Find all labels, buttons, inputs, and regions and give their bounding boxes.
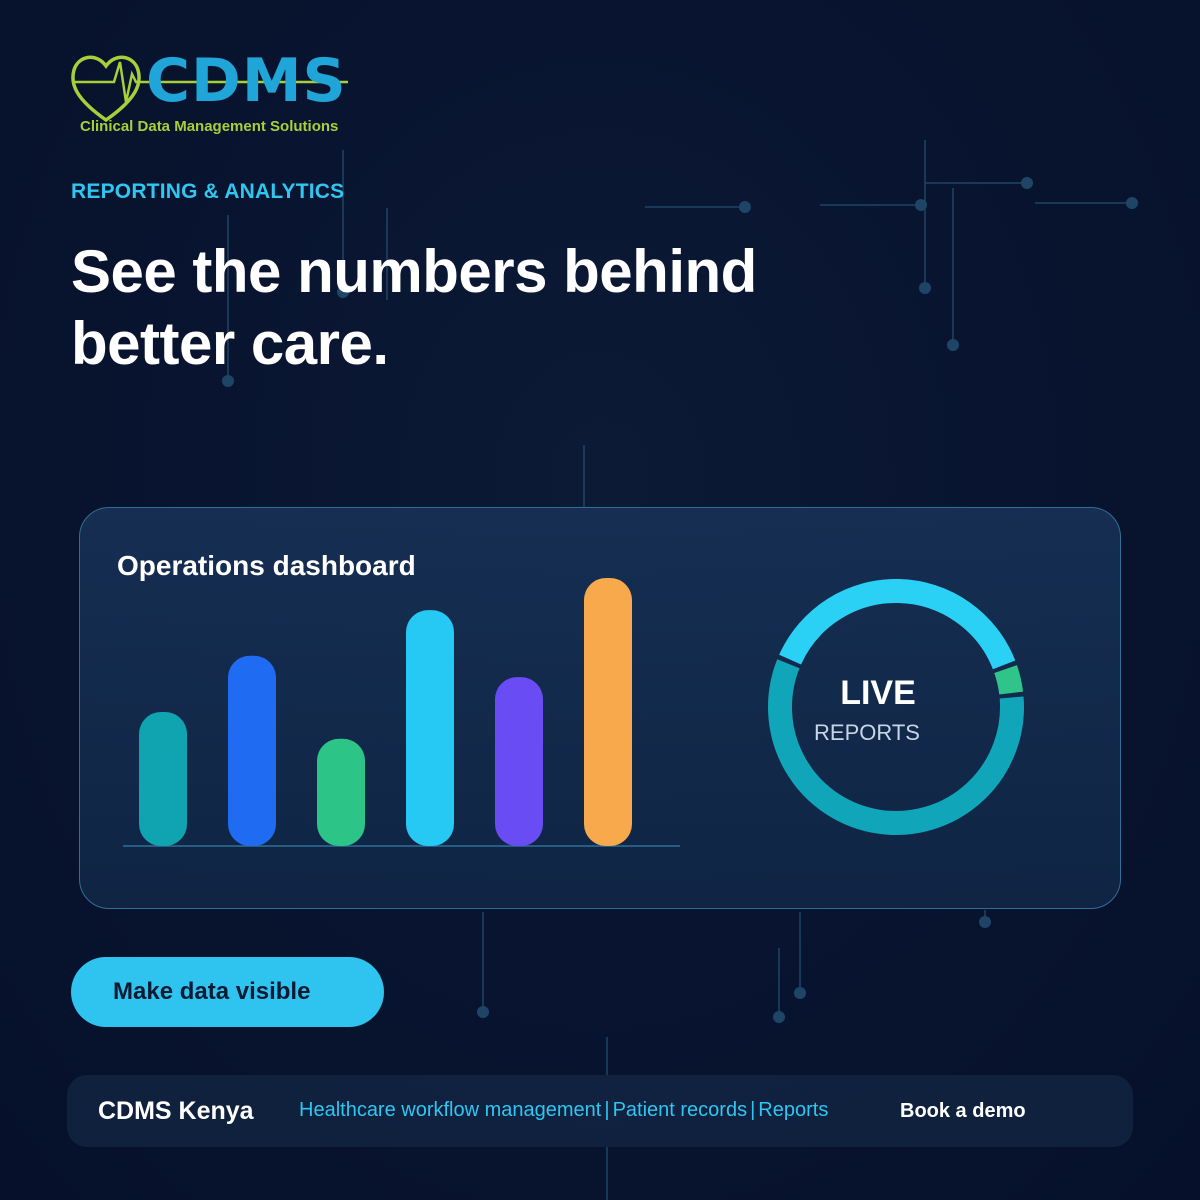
footer-brand: CDMS Kenya xyxy=(98,1097,254,1125)
footer-separator: | xyxy=(604,1099,610,1121)
chart-bar-4 xyxy=(406,610,454,846)
donut-segment-3 xyxy=(768,659,1024,835)
headline-line-2: better care. xyxy=(71,310,389,377)
donut-label-live: LIVE xyxy=(840,674,916,712)
headline: See the numbers behind better care. xyxy=(71,236,891,380)
logo-tagline: Clinical Data Management Solutions xyxy=(80,118,339,135)
cdms-logo: CDMS Clinical Data Management Solutions xyxy=(66,44,356,140)
footer-links: Healthcare workflow management | Patient r… xyxy=(299,1099,828,1122)
dashboard-chart: LIVE REPORTS xyxy=(123,578,1024,847)
chart-bar-6 xyxy=(584,578,632,846)
donut-segment-2 xyxy=(994,665,1024,695)
chart-bar-5 xyxy=(495,677,543,846)
logo-wordmark: CDMS xyxy=(146,46,347,116)
footer-link-reports[interactable]: Reports xyxy=(758,1099,829,1121)
donut-label-reports: REPORTS xyxy=(814,720,920,745)
footer-link-workflow[interactable]: Healthcare workflow management xyxy=(299,1099,602,1121)
chart-bar-2 xyxy=(228,655,276,846)
book-demo-link[interactable]: Book a demo xyxy=(900,1100,1026,1122)
footer-separator: | xyxy=(750,1099,756,1121)
chart-bar-1 xyxy=(139,712,187,846)
chart-bar-3 xyxy=(317,738,365,846)
footer-link-patient-records[interactable]: Patient records xyxy=(612,1099,748,1121)
dashboard-title: Operations dashboard xyxy=(117,550,416,581)
section-eyebrow: REPORTING & ANALYTICS xyxy=(71,180,345,203)
heart-pulse-icon xyxy=(71,55,348,123)
operations-dashboard-card: Operations dashboard LIVE REPORTS xyxy=(79,507,1121,909)
headline-line-1: See the numbers behind xyxy=(71,238,757,305)
donut-segment-1 xyxy=(779,579,1016,670)
footer-bar: CDMS Kenya Healthcare workflow managemen… xyxy=(67,1075,1133,1147)
make-data-visible-button[interactable]: Make data visible xyxy=(71,957,384,1027)
